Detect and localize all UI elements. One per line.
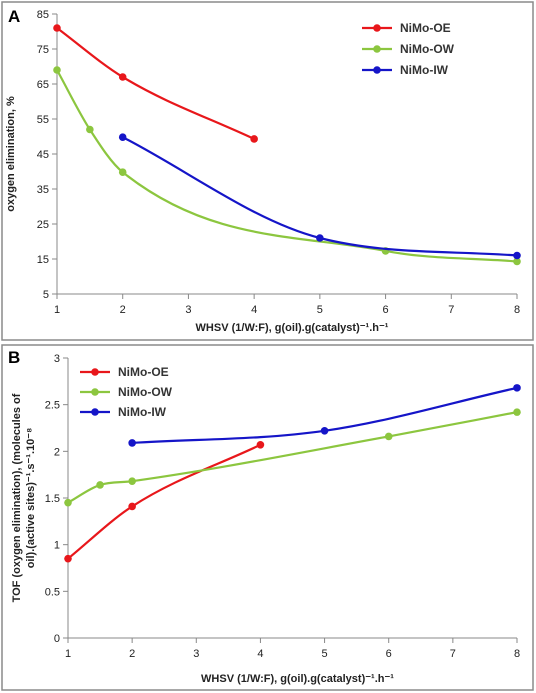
- data-point: [250, 135, 258, 143]
- legend-entry: NiMo-IW: [400, 63, 449, 77]
- x-tick-label: 1: [54, 304, 60, 316]
- y-tick-label: 65: [37, 79, 49, 91]
- y-tick-label: 1: [54, 540, 60, 552]
- x-tick-label: 8: [514, 648, 520, 660]
- data-point: [118, 73, 127, 81]
- x-tick-label: 5: [322, 648, 328, 660]
- legend-swatch-marker: [91, 368, 99, 376]
- series-line: [56, 69, 518, 263]
- data-point: [64, 554, 72, 563]
- data-point: [513, 408, 521, 416]
- data-point: [118, 168, 127, 176]
- x-tick-label: 4: [251, 304, 257, 316]
- y-tick-label: 3: [54, 353, 60, 365]
- y-tick-label: 85: [37, 9, 49, 21]
- data-point: [53, 24, 61, 32]
- y-tick-label: 2.5: [45, 400, 60, 412]
- data-point: [316, 234, 324, 242]
- data-point: [53, 66, 61, 74]
- panel-letter: B: [8, 348, 20, 367]
- y-tick-label: 2: [54, 446, 60, 458]
- data-point: [64, 498, 72, 507]
- panel-frame: [1, 1, 534, 341]
- legend-swatch-marker: [373, 24, 381, 32]
- y-axis-label-line: oil).(active sites)⁻¹.s⁻¹.10⁻⁸: [25, 428, 37, 569]
- panel-letter: A: [8, 7, 20, 26]
- data-point: [96, 481, 104, 489]
- data-point: [513, 257, 521, 266]
- x-tick-label: 7: [448, 304, 454, 316]
- data-point: [86, 125, 94, 134]
- legend-swatch-marker: [373, 45, 381, 53]
- x-tick-label: 1: [65, 648, 71, 660]
- y-tick-label: 1.5: [45, 493, 60, 505]
- y-tick-label: 0.5: [45, 586, 60, 598]
- data-point: [256, 441, 265, 449]
- data-point: [384, 432, 393, 441]
- data-point: [513, 384, 521, 392]
- y-tick-label: 0: [54, 633, 60, 645]
- series-line: [56, 27, 255, 140]
- data-point: [513, 251, 521, 260]
- data-point: [320, 427, 329, 435]
- y-tick-label: 25: [37, 219, 49, 231]
- x-tick-label: 7: [450, 648, 456, 660]
- x-tick-label: 2: [120, 304, 126, 316]
- series-line: [67, 411, 518, 504]
- panel-b: B 0 0.5 1 1.5 2 2.5 3 1 2 3 4 5 6 7 8 WHSV (1/W:F), g(oi…: [1, 344, 534, 691]
- legend-swatch-marker: [91, 408, 99, 416]
- data-point: [128, 502, 136, 511]
- x-axis-label: WHSV (1/W:F), g(oil).g(catalyst)⁻¹.h⁻¹: [201, 673, 394, 685]
- series-line: [132, 386, 518, 445]
- x-tick-label: 6: [386, 648, 392, 660]
- x-tick-label: 6: [383, 304, 389, 316]
- y-tick-label: 35: [37, 184, 49, 196]
- x-tick-label: 3: [185, 304, 191, 316]
- y-tick-label: 55: [37, 114, 49, 126]
- x-tick-label: 2: [129, 648, 135, 660]
- legend-swatch-marker: [91, 388, 99, 396]
- x-tick-label: 4: [257, 648, 263, 660]
- legend-swatch-marker: [373, 66, 381, 74]
- y-axis-label: oxygen elimination, %: [5, 96, 17, 212]
- y-tick-label: 5: [43, 289, 49, 301]
- x-tick-label: 5: [317, 304, 323, 316]
- y-tick-label: 75: [37, 44, 49, 56]
- panel-frame: [1, 344, 534, 691]
- x-axis-label: WHSV (1/W:F), g(oil).g(catalyst)⁻¹.h⁻¹: [196, 322, 389, 334]
- y-tick-label: 45: [37, 149, 49, 161]
- y-tick-label: 15: [37, 254, 49, 266]
- data-point: [118, 133, 127, 141]
- legend-entry: NiMo-OW: [118, 385, 173, 399]
- legend-entry: NiMo-OW: [400, 42, 455, 56]
- data-point: [128, 439, 136, 447]
- legend-entry: NiMo-OE: [118, 365, 169, 379]
- legend-entry: NiMo-IW: [118, 405, 167, 419]
- y-axis-label-line: TOF (oxygen elimination), (molecules of: [11, 393, 23, 602]
- x-tick-label: 3: [193, 648, 199, 660]
- series-line: [67, 443, 261, 560]
- legend-entry: NiMo-OE: [400, 21, 451, 35]
- data-point: [128, 477, 136, 486]
- x-tick-label: 8: [514, 304, 520, 316]
